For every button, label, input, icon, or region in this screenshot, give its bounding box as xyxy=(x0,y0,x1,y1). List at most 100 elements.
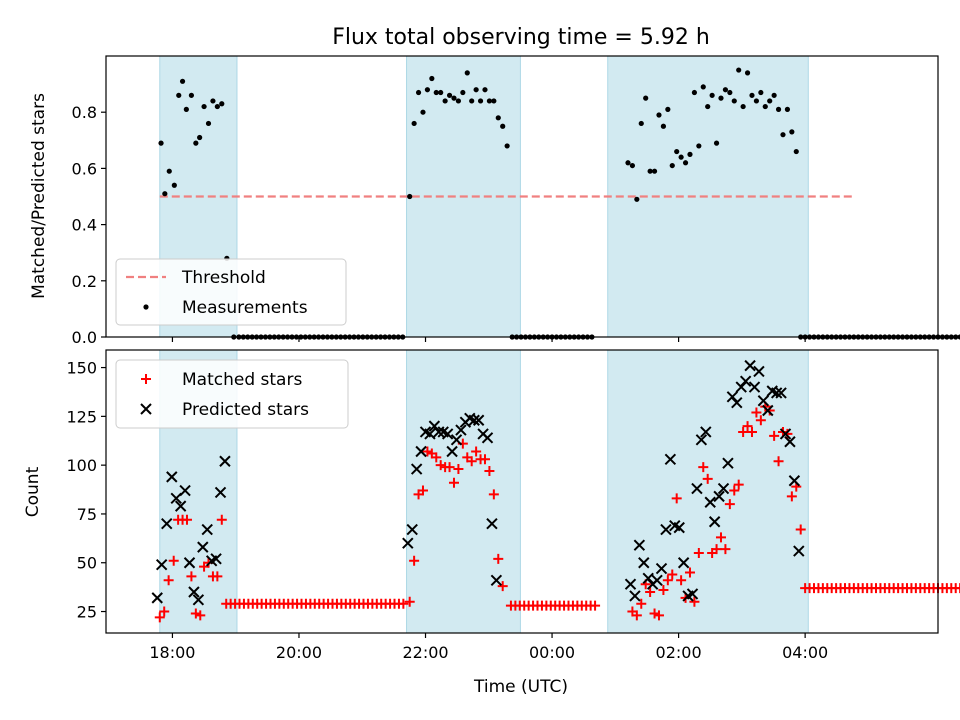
measurement-point xyxy=(784,106,791,112)
predicted-star-point xyxy=(629,590,641,602)
predicted-star-point xyxy=(691,482,703,495)
measurement-point xyxy=(477,98,484,104)
measurement-point xyxy=(713,140,720,146)
measurement-point xyxy=(625,160,631,166)
matched-star-point xyxy=(720,544,731,555)
predicted-star-point xyxy=(708,516,721,528)
measurement-point xyxy=(162,191,168,197)
predicted-star-point xyxy=(402,537,414,549)
matched-star-point xyxy=(715,532,726,543)
measurement-point xyxy=(219,101,225,107)
legend-matched-label: Matched stars xyxy=(182,370,302,390)
matched-star-point xyxy=(693,547,704,558)
matched-star-point xyxy=(417,485,428,496)
matched-star-point xyxy=(448,477,459,488)
legend-matched-swatch xyxy=(141,374,151,384)
matched-star-point xyxy=(186,571,197,582)
measurement-point xyxy=(438,89,444,96)
matched-star-point xyxy=(724,499,735,510)
matched-star-point xyxy=(168,555,179,566)
measurement-point xyxy=(486,98,493,104)
measurement-point xyxy=(504,143,510,149)
predicted-star-point xyxy=(638,557,650,569)
matched-star-point xyxy=(689,596,700,607)
predicted-star-point xyxy=(166,471,178,483)
measurement-point xyxy=(469,98,475,104)
matched-star-point xyxy=(404,596,415,607)
predicted-star-point xyxy=(219,455,231,467)
matched-star-point xyxy=(755,415,766,426)
predicted-star-point xyxy=(424,428,436,440)
predicted-star-point xyxy=(490,574,503,587)
predicted-star-point xyxy=(486,517,498,530)
x-tick-label: 22:00 xyxy=(402,643,448,662)
top-y-tick-label: 0.6 xyxy=(72,159,97,178)
chart-title: Flux total observing time = 5.92 h xyxy=(332,25,710,50)
predicted-star-point xyxy=(655,562,668,575)
predicted-star-point xyxy=(481,432,494,444)
measurement-point xyxy=(744,70,751,76)
predicted-star-point xyxy=(624,578,637,590)
top-y-tick-label: 0.4 xyxy=(72,216,97,235)
measurement-point xyxy=(183,106,189,112)
predicted-star-point xyxy=(472,414,485,426)
legend-box xyxy=(115,258,347,326)
measurement-point xyxy=(678,154,684,160)
predicted-star-point xyxy=(633,539,646,551)
x-tick-label: 04:00 xyxy=(782,643,828,662)
matched-star-point xyxy=(746,426,757,437)
matched-star-point xyxy=(773,456,784,467)
matched-star-point xyxy=(409,555,420,566)
matched-star-point xyxy=(698,462,709,473)
matched-star-point xyxy=(671,493,682,504)
measurement-point xyxy=(179,78,186,84)
measurement-point xyxy=(705,103,711,110)
top-panel: 0.0 0.2 0.4 0.6 0.8 Threshold Measurements xyxy=(72,55,960,347)
predicted-star-point xyxy=(779,428,792,440)
legend-predicted-swatch xyxy=(140,403,152,415)
matched-star-point xyxy=(444,462,455,473)
x-tick-label: 18:00 xyxy=(149,643,195,662)
predicted-star-point xyxy=(660,523,672,536)
predicted-star-point xyxy=(700,426,712,438)
matched-star-point xyxy=(497,581,508,592)
predicted-star-point xyxy=(664,453,677,466)
predicted-star-point xyxy=(793,545,805,557)
predicted-star-point xyxy=(642,572,654,585)
legend-threshold-label: Threshold xyxy=(181,268,266,288)
measurement-point xyxy=(495,115,501,121)
measurement-point xyxy=(193,140,199,146)
measurement-point xyxy=(948,334,954,340)
measurement-point xyxy=(188,92,195,98)
measurement-point xyxy=(665,106,671,112)
predicted-star-point xyxy=(210,553,222,565)
top-y-tick-label: 0.0 xyxy=(72,328,97,347)
measurement-point xyxy=(482,87,488,93)
predicted-star-point xyxy=(651,574,663,587)
measurement-point xyxy=(201,103,207,110)
measurement-point xyxy=(460,89,466,96)
measurement-point xyxy=(210,98,216,104)
matched-star-point xyxy=(658,585,669,596)
matched-star-point xyxy=(154,612,165,623)
predicted-star-point xyxy=(677,557,690,569)
legend-measurements-swatch xyxy=(143,304,149,310)
predicted-star-point xyxy=(441,428,454,440)
measurement-point xyxy=(446,92,453,98)
measurement-point xyxy=(656,112,662,118)
predicted-star-point xyxy=(717,482,730,495)
matched-star-point xyxy=(484,466,495,477)
matched-star-point xyxy=(159,606,170,617)
measurement-point xyxy=(166,168,172,174)
matched-star-point xyxy=(795,524,806,535)
measurement-point xyxy=(491,98,497,104)
top-y-tick-label: 0.2 xyxy=(72,272,97,291)
predicted-star-point xyxy=(731,396,743,409)
measurement-point xyxy=(429,75,435,82)
bottom-y-tick-label: 75 xyxy=(77,505,97,524)
matched-star-point xyxy=(212,571,223,582)
bottom-observing-window xyxy=(607,349,809,634)
predicted-star-point xyxy=(183,557,196,569)
measurement-point xyxy=(643,95,649,101)
bottom-y-tick-label: 100 xyxy=(66,456,97,475)
